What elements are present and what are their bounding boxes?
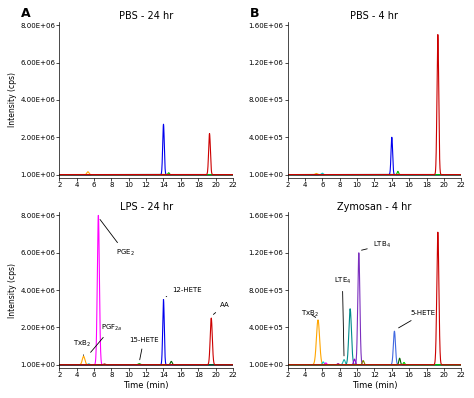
X-axis label: Time (min): Time (min) [123,380,169,390]
Y-axis label: Intensity (cps): Intensity (cps) [9,263,18,318]
Title: Zymosan - 4 hr: Zymosan - 4 hr [337,202,411,212]
Text: 12-HETE: 12-HETE [166,287,202,297]
Text: 5-HETE: 5-HETE [399,310,436,328]
Text: LTE$_4$: LTE$_4$ [334,276,351,356]
Text: A: A [21,7,31,20]
Text: B: B [249,7,259,20]
Text: AA: AA [213,302,230,314]
Title: PBS - 24 hr: PBS - 24 hr [119,12,173,21]
Text: TxB$_2$: TxB$_2$ [73,339,91,355]
Title: PBS - 4 hr: PBS - 4 hr [350,12,399,21]
Text: LTB$_4$: LTB$_4$ [362,240,391,250]
X-axis label: Time (min): Time (min) [352,380,397,390]
Text: PGF$_{2a}$: PGF$_{2a}$ [91,322,122,352]
Text: 15-HETE: 15-HETE [129,338,158,360]
Text: PGE$_2$: PGE$_2$ [100,219,135,258]
Y-axis label: Intensity (cps): Intensity (cps) [9,72,18,127]
Text: TxB$_2$: TxB$_2$ [301,308,319,318]
Title: LPS - 24 hr: LPS - 24 hr [119,202,173,212]
